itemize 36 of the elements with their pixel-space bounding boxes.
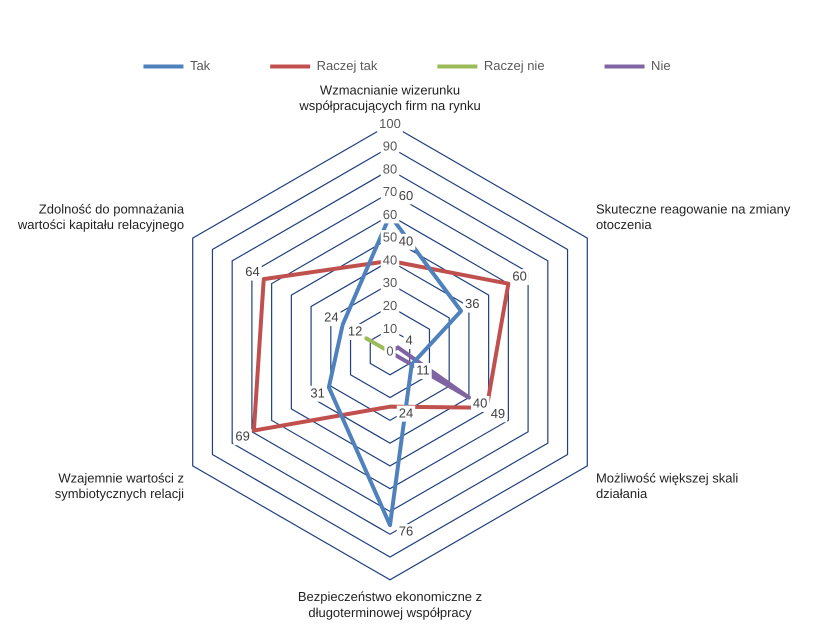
data-label: 40 bbox=[398, 233, 414, 248]
data-label: 11 bbox=[416, 362, 430, 378]
y-tick-label: 30 bbox=[382, 275, 398, 290]
spoke-label: Wzmacnianie wizerunku współpracujących firm na rynku bbox=[298, 82, 481, 113]
y-tick-label: 100 bbox=[379, 116, 401, 131]
data-label: 36 bbox=[465, 296, 480, 312]
legend-label: Tak bbox=[190, 58, 211, 74]
legend-label: Raczej tak bbox=[316, 58, 378, 74]
y-tick-label: 90 bbox=[382, 138, 398, 154]
y-tick-label: 60 bbox=[382, 206, 398, 222]
data-label: 40 bbox=[472, 396, 488, 411]
data-label: 76 bbox=[398, 524, 414, 539]
spoke-label: Skuteczne reagowanie na zmiany otoczenia bbox=[596, 201, 791, 232]
data-label: 64 bbox=[245, 264, 260, 280]
spoke-label: Zdolność do pomnażania wartości kapitału relacyjnego bbox=[16, 201, 185, 232]
y-tick-label: 50 bbox=[382, 230, 398, 245]
data-label: 60 bbox=[398, 188, 414, 203]
data-label: 60 bbox=[512, 268, 527, 284]
data-label: 24 bbox=[324, 310, 339, 325]
spoke-label: Bezpieczeństwo ekonomiczne z długoterminowej współpracy bbox=[298, 589, 482, 620]
data-label: 12 bbox=[348, 323, 362, 338]
y-tick-label: 40 bbox=[382, 252, 398, 268]
spoke-label: Wzajemnie wartości z symbiotycznych relacji bbox=[54, 470, 184, 501]
legend-label: Raczej nie bbox=[484, 58, 545, 74]
y-tick-label: 80 bbox=[382, 161, 398, 176]
data-label: 49 bbox=[490, 406, 506, 421]
data-label: 69 bbox=[235, 428, 250, 444]
legend-label: Nie bbox=[651, 58, 671, 74]
y-tick-label: 0 bbox=[386, 344, 394, 359]
spoke-label: Możliwość większej skali działania bbox=[596, 470, 738, 501]
data-label: 31 bbox=[310, 385, 325, 400]
data-label: 4 bbox=[406, 332, 413, 348]
y-tick-label: 70 bbox=[382, 184, 398, 200]
data-label: 24 bbox=[398, 405, 414, 420]
y-tick-label: 10 bbox=[382, 320, 398, 336]
y-tick-label: 20 bbox=[382, 298, 398, 314]
